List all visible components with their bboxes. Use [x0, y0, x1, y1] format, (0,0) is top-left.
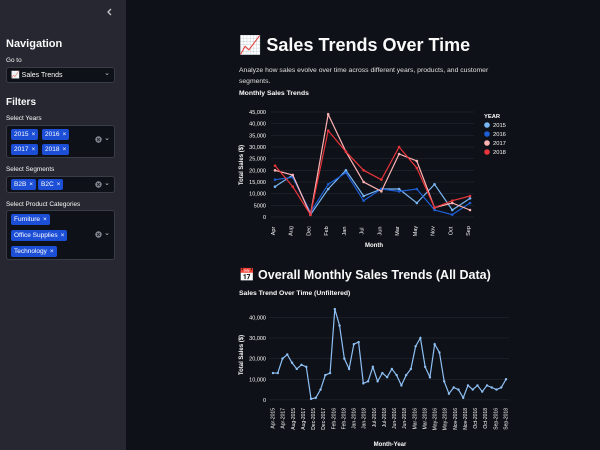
- chevron-down-icon[interactable]: ⌄: [104, 230, 110, 237]
- chip-year-2016[interactable]: 2016 ×: [42, 129, 70, 140]
- chevron-left-icon[interactable]: [106, 7, 114, 17]
- sidebar: Navigation Go to 📈 Sales Trends ⌄ Filter…: [0, 0, 126, 450]
- close-icon[interactable]: ×: [60, 232, 65, 239]
- clear-all-icon[interactable]: [95, 181, 102, 190]
- close-icon[interactable]: ×: [31, 131, 36, 138]
- clear-all-icon[interactable]: [95, 136, 102, 145]
- close-icon[interactable]: ×: [62, 146, 67, 153]
- chip-year-2018[interactable]: 2018 ×: [42, 144, 70, 155]
- main-content: 📈 Sales Trends Over Time Analyze how sal…: [126, 0, 600, 450]
- categories-label: Select Product Categories: [6, 201, 81, 208]
- close-icon[interactable]: ×: [31, 146, 36, 153]
- chip-segment-b2b[interactable]: B2B ×: [11, 179, 37, 190]
- close-icon[interactable]: ×: [49, 248, 54, 255]
- goto-select[interactable]: 📈 Sales Trends ⌄: [6, 67, 115, 83]
- filters-title: Filters: [6, 97, 37, 108]
- chip-year-2015[interactable]: 2015 ×: [11, 129, 39, 140]
- chart2-title: 📅 Overall Monthly Sales Trends (All Data…: [239, 268, 491, 282]
- chevron-down-icon[interactable]: ⌄: [104, 70, 110, 77]
- goto-label: Go to: [6, 57, 22, 64]
- goto-value: 📈 Sales Trends: [11, 72, 63, 79]
- categories-multiselect[interactable]: Furniture × Office Supplies × Technology × …: [6, 210, 115, 260]
- chip-category-office-supplies[interactable]: Office Supplies ×: [11, 230, 68, 241]
- segments-label: Select Segments: [6, 166, 55, 173]
- years-label: Select Years: [6, 115, 42, 122]
- segments-multiselect[interactable]: B2B × B2C × ⌄: [6, 176, 115, 193]
- close-icon[interactable]: ×: [62, 131, 67, 138]
- chart2-subtitle: Sales Trend Over Time (Unfiltered): [239, 290, 351, 297]
- years-multiselect[interactable]: 2015 × 2016 × 2017 × 2018 × ⌄: [6, 125, 115, 158]
- chip-category-furniture[interactable]: Furniture ×: [11, 214, 50, 225]
- page-description: Analyze how sales evolve over time acros…: [239, 67, 489, 85]
- chip-category-technology[interactable]: Technology ×: [11, 246, 57, 257]
- close-icon[interactable]: ×: [43, 216, 47, 223]
- clear-all-icon[interactable]: [95, 231, 102, 240]
- close-icon[interactable]: ×: [56, 181, 61, 188]
- page-title: 📈 Sales Trends Over Time: [239, 35, 471, 55]
- close-icon[interactable]: ×: [29, 181, 34, 188]
- nav-title: Navigation: [6, 38, 63, 50]
- chart1-subtitle: Monthly Sales Trends: [239, 90, 309, 97]
- chip-year-2017[interactable]: 2017 ×: [11, 144, 39, 155]
- chevron-down-icon[interactable]: ⌄: [104, 180, 110, 187]
- chip-segment-b2c[interactable]: B2C ×: [38, 179, 64, 190]
- chevron-down-icon[interactable]: ⌄: [104, 135, 110, 142]
